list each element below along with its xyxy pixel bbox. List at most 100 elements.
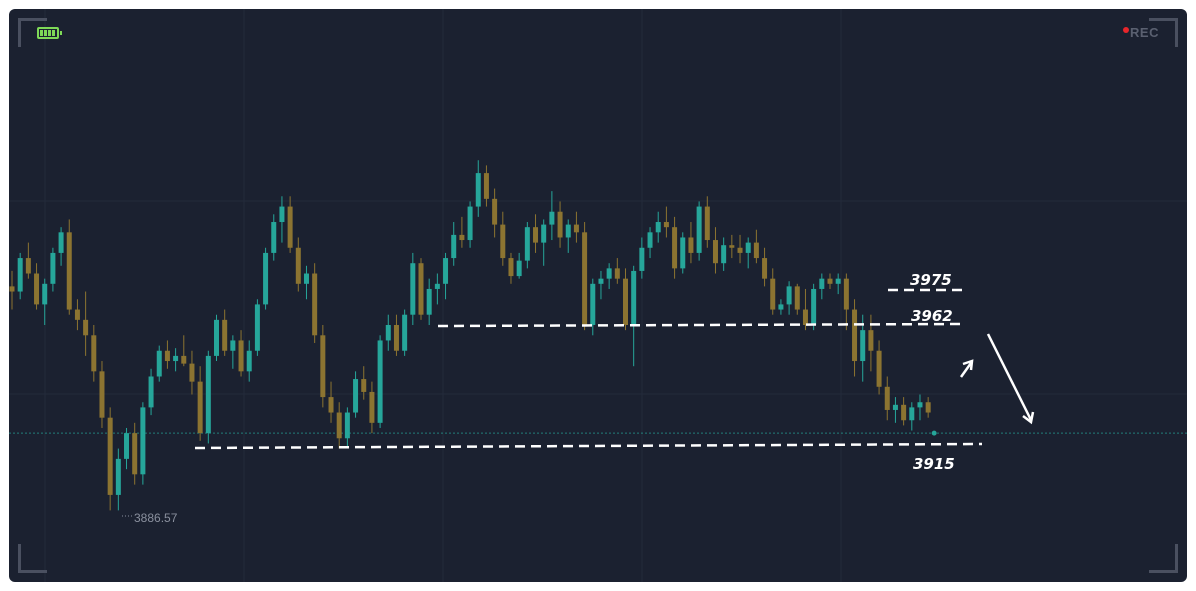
candle xyxy=(17,252,23,300)
candle-body xyxy=(58,232,64,253)
candle-body xyxy=(606,268,612,279)
candle-body xyxy=(377,340,383,423)
candle-body xyxy=(819,278,825,289)
candle-body xyxy=(66,232,72,310)
candle xyxy=(279,196,285,243)
candle xyxy=(295,237,301,292)
candle xyxy=(66,219,72,315)
candle-body xyxy=(672,227,678,269)
candle xyxy=(426,278,432,325)
candlestick-chart[interactable]: 3975 3962 3915 3886.57 xyxy=(9,9,1187,582)
candle-body xyxy=(500,224,506,259)
candle xyxy=(238,330,244,377)
candle xyxy=(892,397,898,423)
candle xyxy=(794,283,800,315)
candle-body xyxy=(361,379,367,392)
candle xyxy=(909,402,915,431)
candle xyxy=(230,335,236,369)
candle xyxy=(467,201,473,248)
candle-body xyxy=(393,325,399,351)
candle-body xyxy=(459,234,465,241)
candle xyxy=(475,160,481,217)
candle-body xyxy=(623,278,628,325)
candle xyxy=(573,211,579,243)
candles xyxy=(9,160,937,511)
candle-body xyxy=(590,283,596,325)
candle xyxy=(74,299,80,331)
candle-body xyxy=(189,363,195,382)
candle xyxy=(557,201,563,248)
candle xyxy=(819,273,825,300)
current-price-dot xyxy=(931,430,937,436)
candle xyxy=(222,309,228,356)
candle-body xyxy=(925,402,931,413)
candle-body xyxy=(917,402,923,408)
candle xyxy=(320,325,326,408)
candle xyxy=(83,291,89,356)
candle-body xyxy=(483,173,489,199)
candle xyxy=(778,299,784,315)
corner-bracket-icon xyxy=(1149,544,1178,573)
candle-body xyxy=(909,407,915,421)
candle-body xyxy=(541,224,547,243)
candle xyxy=(827,273,833,289)
candle xyxy=(377,335,383,428)
candle-body xyxy=(524,227,530,261)
candle xyxy=(876,340,882,395)
candle xyxy=(312,263,318,344)
candle-body xyxy=(729,245,735,248)
candle xyxy=(492,188,498,238)
candle-body xyxy=(295,247,301,284)
candle-body xyxy=(124,433,130,459)
candle-body xyxy=(443,258,449,284)
candle xyxy=(516,252,522,279)
candle-body xyxy=(778,304,784,310)
candle xyxy=(606,263,612,289)
level-label-3915: 3915 xyxy=(913,455,955,473)
up-arrow-icon xyxy=(959,362,973,378)
candle-body xyxy=(50,252,56,284)
candle-body xyxy=(696,206,702,253)
candle-body xyxy=(745,242,751,253)
candle-body xyxy=(901,404,907,421)
candle-body xyxy=(320,335,326,398)
candle xyxy=(729,234,735,259)
candle xyxy=(344,407,350,446)
candle-body xyxy=(205,355,211,434)
candle-body xyxy=(762,258,768,279)
candle-body xyxy=(328,397,334,413)
corner-bracket-icon xyxy=(1149,18,1178,47)
candle xyxy=(672,216,678,279)
candle-body xyxy=(74,309,80,320)
candle-body xyxy=(712,240,718,264)
candle-body xyxy=(639,247,645,271)
candle-body xyxy=(271,222,277,253)
candle-body xyxy=(647,232,653,248)
candle xyxy=(508,252,514,284)
corner-bracket-icon xyxy=(18,18,47,47)
candle xyxy=(434,273,440,305)
candle-body xyxy=(827,278,833,284)
candle xyxy=(459,216,465,248)
candle xyxy=(704,196,710,248)
candle-body xyxy=(614,268,620,279)
candle-body xyxy=(835,278,841,284)
candle-body xyxy=(492,198,498,225)
candle xyxy=(115,448,121,511)
candle-body xyxy=(516,260,522,277)
candle-body xyxy=(312,273,318,336)
candle-body xyxy=(353,379,359,413)
candle xyxy=(197,366,203,441)
candle-body xyxy=(279,206,285,223)
candle xyxy=(631,265,637,367)
up-arrow-head-icon xyxy=(962,359,974,371)
grid-lines xyxy=(9,9,1187,582)
candle-body xyxy=(369,391,375,423)
candle-body xyxy=(17,258,23,292)
candle-body xyxy=(385,325,391,341)
candle xyxy=(9,270,15,310)
corner-bracket-icon xyxy=(18,544,47,573)
candle xyxy=(148,368,154,416)
candle-body xyxy=(418,263,424,315)
candle-body xyxy=(860,330,866,362)
